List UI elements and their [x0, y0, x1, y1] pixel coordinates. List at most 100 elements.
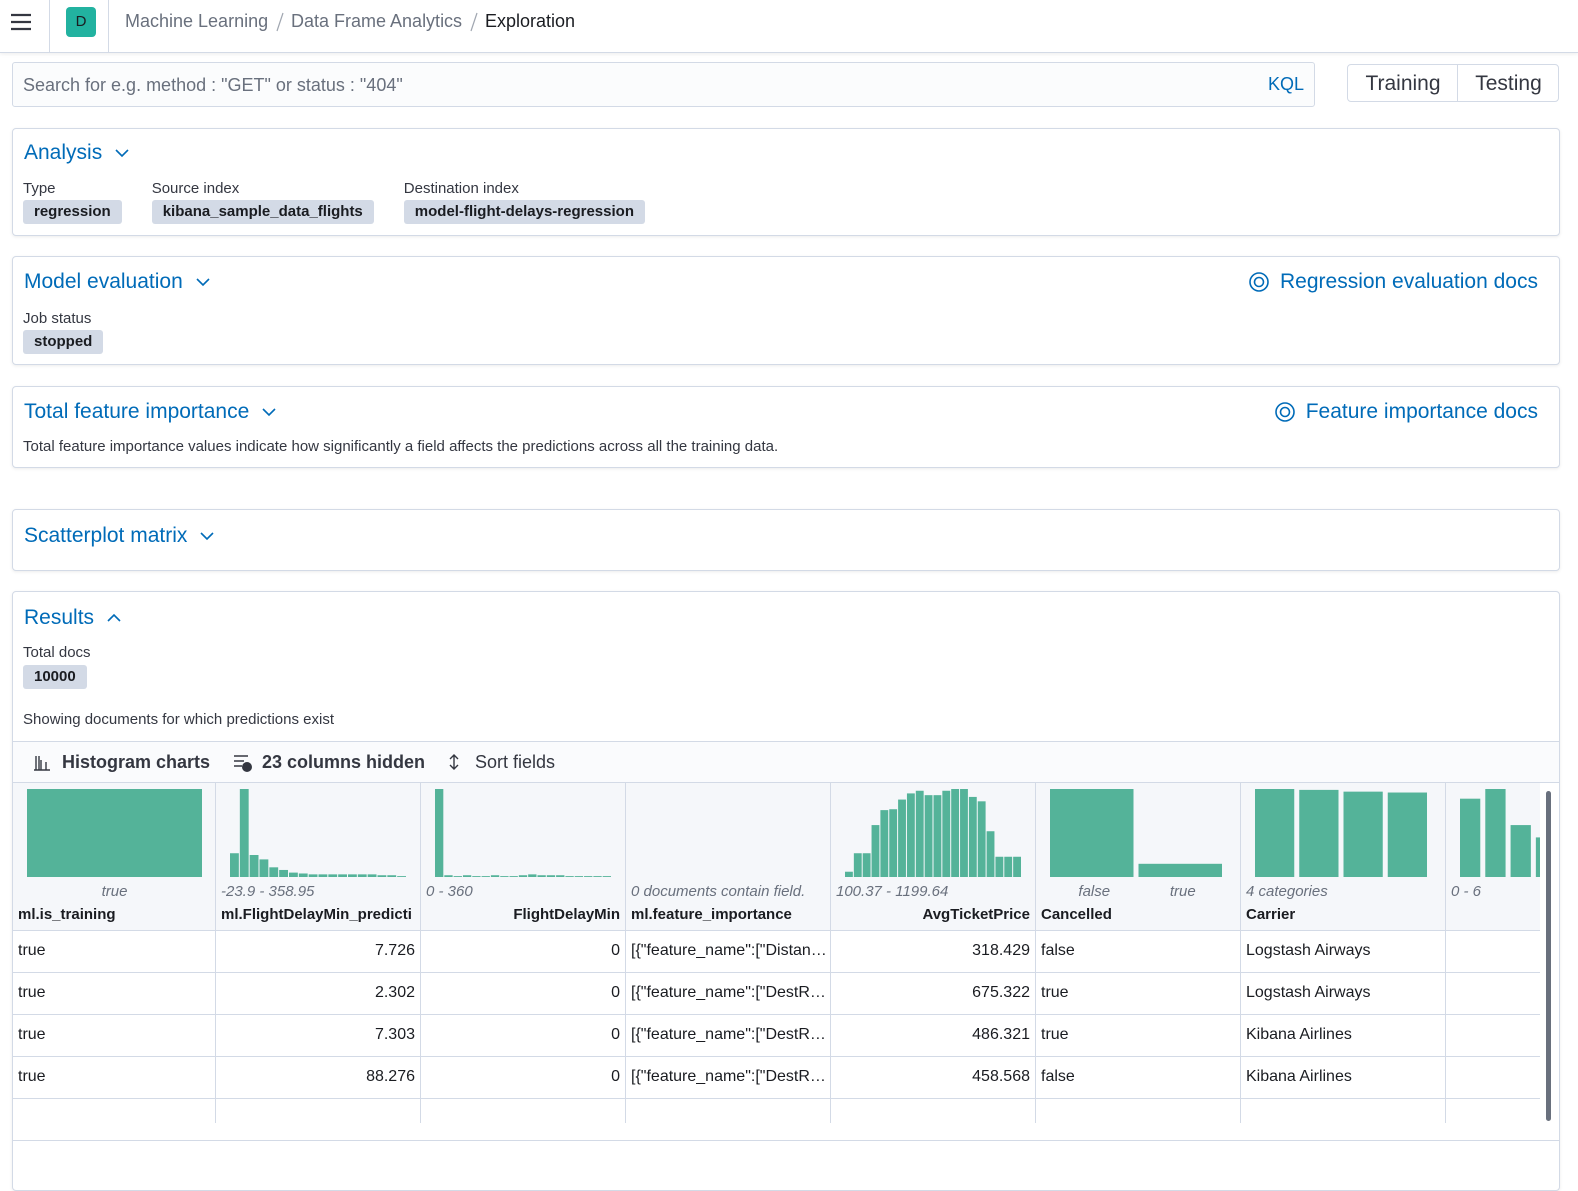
histogram-bar [593, 876, 602, 877]
histogram-bar [348, 874, 357, 877]
column-header: false true Cancelled [1036, 783, 1241, 931]
breadcrumb[interactable]: Data Frame Analytics [291, 11, 463, 31]
menu-button[interactable] [10, 12, 32, 32]
histogram-bar [1255, 789, 1295, 877]
breadcrumb-current: Exploration [485, 11, 576, 31]
grid-cell: 7.726 [216, 931, 421, 973]
column-header: 0 documents contain field. ml.feature_imp… [626, 783, 831, 931]
column-histogram [435, 789, 611, 877]
grid-cell [1446, 931, 1540, 973]
histogram-bar [602, 876, 611, 877]
help-icon [1249, 272, 1269, 292]
search-placeholder: Search for e.g. method : "GET" or status… [23, 75, 403, 95]
chevron-up [107, 613, 121, 622]
grid-cell: [{"feature_name":["DestR… [626, 1015, 831, 1057]
docs-link[interactable]: Regression evaluation docs [1248, 270, 1538, 294]
field-label: Job status [23, 310, 92, 327]
panel-header[interactable]: Model evaluation [24, 270, 211, 294]
column-histogram [1255, 789, 1427, 877]
column-summary: false [1078, 883, 1111, 900]
toggle-button[interactable]: Training [1365, 72, 1441, 95]
toggle-button[interactable]: Testing [1475, 72, 1542, 95]
panel-header[interactable]: Results [24, 606, 122, 630]
grid-cell: 458.568 [831, 1057, 1036, 1099]
histogram-bar [1299, 789, 1339, 877]
column-histogram [230, 789, 406, 877]
column-summary: -23.9 - 358.95 [221, 883, 315, 900]
chevron-down [200, 532, 214, 541]
histogram-bar [490, 875, 500, 877]
toolbar-button[interactable]: 23 columns hidden [262, 752, 426, 772]
grid-cell [1446, 1015, 1540, 1057]
feature-importance-panel: Total feature importance Feature importa… [12, 386, 1560, 468]
histogram-bar [528, 874, 537, 877]
query-language[interactable]: KQL [1267, 74, 1304, 94]
grid-cell: 7.303 [216, 1015, 421, 1057]
space-avatar[interactable]: D [66, 7, 96, 37]
cell-value: true [18, 1068, 46, 1085]
divider [108, 0, 109, 52]
column-header: 100.37 - 1199.64 AvgTicketPrice [831, 783, 1036, 931]
field-list: Job status stopped [23, 310, 104, 354]
toolbar-button[interactable]: Histogram charts [62, 752, 211, 772]
cell-value: false [1041, 1068, 1075, 1085]
grid-cell: Logstash Airways [1241, 931, 1446, 973]
column-summary: true [101, 883, 128, 900]
column-summary: 100.37 - 1199.64 [836, 883, 949, 900]
column-name[interactable]: AvgTicketPrice [922, 906, 1030, 923]
histogram-bar [249, 855, 259, 877]
cell-value: true [18, 1026, 46, 1043]
column-name[interactable]: FlightDelayMin [513, 906, 620, 923]
column-header: 0 - 360 FlightDelayMin [421, 783, 626, 931]
histogram-bar [308, 874, 318, 877]
histogram-bar [1460, 798, 1481, 877]
field-label: Type [23, 180, 56, 197]
cell-value: 318.429 [972, 942, 1030, 959]
column-name[interactable]: ml.feature_importance [631, 906, 792, 923]
panel-header[interactable]: Total feature importance [24, 400, 277, 424]
histogram-bar [871, 825, 880, 877]
histogram-bar [27, 789, 202, 877]
column-name[interactable]: Cancelled [1041, 906, 1112, 923]
docs-link[interactable]: Feature importance docs [1274, 400, 1538, 424]
histogram-bar [898, 799, 906, 877]
column-histogram [1050, 789, 1222, 877]
column-name[interactable]: ml.FlightDelayMin_predicti [221, 906, 412, 923]
grid-cell: true [1036, 1015, 1241, 1057]
badge: stopped [23, 330, 104, 354]
grid-cell: false [1036, 1057, 1241, 1099]
toolbar-button[interactable]: Sort fields [475, 752, 556, 772]
histogram-bar [574, 876, 584, 877]
grid-cell: 2.302 [216, 973, 421, 1015]
column-histogram [845, 789, 1021, 877]
histogram-bar [915, 790, 924, 877]
breadcrumb[interactable]: Machine Learning [125, 11, 269, 31]
scrollbar[interactable] [1546, 791, 1551, 1121]
histogram-bar [338, 874, 347, 877]
panel-header[interactable]: Scatterplot matrix [24, 524, 215, 548]
column-summary: 0 - 360 [426, 883, 473, 900]
column-name[interactable]: ml.is_training [18, 906, 116, 923]
histogram-bar [279, 869, 288, 877]
column-name[interactable]: Carrier [1246, 906, 1296, 923]
toggle-group: Training Testing [1347, 64, 1559, 102]
column-header: -23.9 - 358.95 ml.FlightDelayMin_predicti [216, 783, 421, 931]
grid-cell: 675.322 [831, 973, 1036, 1015]
columns-icon [234, 755, 252, 772]
column-summary: 4 categories [1246, 883, 1328, 900]
histogram-bar [269, 867, 279, 877]
grid-cell: true [13, 1015, 216, 1057]
panel-header[interactable]: Analysis [24, 141, 130, 165]
cell-value: 0 [611, 984, 620, 1001]
histogram-bar [880, 810, 889, 877]
chevron-down [196, 278, 210, 287]
cell-value: Logstash Airways [1246, 984, 1371, 1001]
badge: regression [23, 200, 122, 224]
search-bar[interactable]: Search for e.g. method : "GET" or status… [12, 62, 1315, 107]
histogram-bar [1004, 856, 1013, 877]
histogram-bar [995, 856, 1004, 877]
field: Destination index model-flight-delays-reg… [403, 180, 645, 224]
histogram-bar [518, 875, 528, 877]
